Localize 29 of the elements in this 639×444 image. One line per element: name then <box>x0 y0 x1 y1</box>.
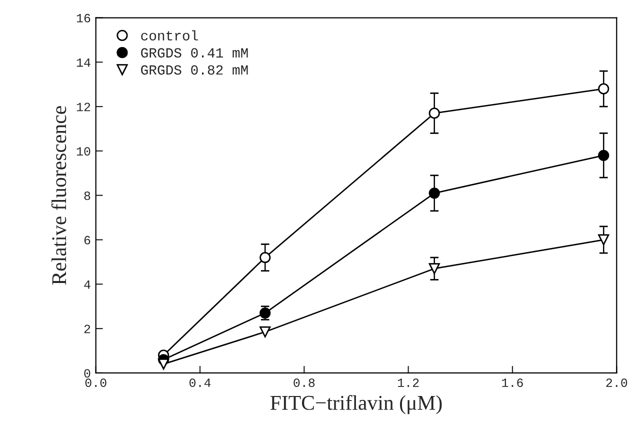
x-tick-label: 2.0 <box>606 378 628 388</box>
legend-label: GRGDS 0.82 mM <box>141 65 248 75</box>
y-tick-label: 0 <box>84 369 90 378</box>
y-tick-label: 2 <box>84 324 90 334</box>
y-tick-label: 6 <box>84 236 90 244</box>
legend-label: control <box>141 30 198 40</box>
y-tick-label: 8 <box>84 192 90 200</box>
point <box>428 188 440 199</box>
point <box>260 326 271 338</box>
point <box>598 83 610 94</box>
y-tick-label: 14 <box>76 58 90 67</box>
y-tick-label: 16 <box>76 14 90 22</box>
y-tick-label: 10 <box>76 147 90 156</box>
point <box>158 358 170 370</box>
point <box>598 150 610 161</box>
x-tick-label: 0.8 <box>294 378 315 388</box>
x-tick-label: 0.4 <box>190 378 211 388</box>
x-axis-title: FITC−triflavin (μM) <box>270 395 442 414</box>
x-tick-label: 1.6 <box>502 378 523 388</box>
point <box>598 234 610 246</box>
point <box>428 263 440 274</box>
point <box>428 108 440 119</box>
x-tick-label: 0.0 <box>85 378 106 388</box>
x-tick-label: 1.2 <box>398 378 419 387</box>
y-tick-label: 4 <box>84 280 90 289</box>
y-axis-title: Relative fluorescence <box>51 106 66 285</box>
point <box>260 252 271 264</box>
legend-label: GRGDS 0.41 mM <box>141 48 248 58</box>
y-tick-label: 12 <box>76 102 90 112</box>
